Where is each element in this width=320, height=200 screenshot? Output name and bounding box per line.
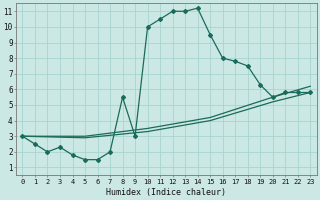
X-axis label: Humidex (Indice chaleur): Humidex (Indice chaleur) [106, 188, 226, 197]
